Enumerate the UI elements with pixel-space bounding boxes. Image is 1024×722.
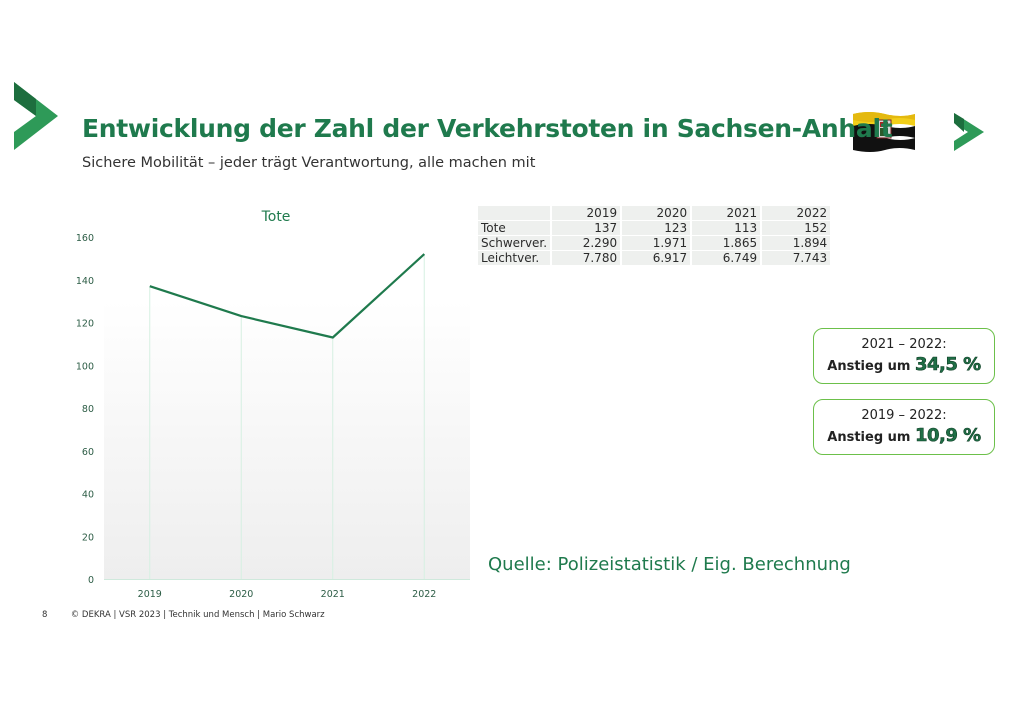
table-row: Tote 137 123 113 152 [478, 221, 831, 235]
table-cell: 1.865 [692, 236, 761, 250]
row-label: Tote [478, 221, 551, 235]
x-axis: 2019 2020 2021 2022 [138, 589, 437, 600]
x-tick-label: 2020 [229, 589, 253, 600]
y-tick-label: 140 [76, 276, 94, 287]
table-cell: 1.971 [622, 236, 691, 250]
increase-card-2021-2022: 2021 – 2022: Anstieg um 34,5 % [813, 328, 995, 384]
table-header-row: 2019 2020 2021 2022 [478, 206, 831, 220]
series-line-tote [149, 253, 426, 339]
table-cell: 6.749 [692, 251, 761, 265]
card-percentage: 10,9 % [915, 425, 982, 447]
dekra-logo-icon [14, 82, 58, 150]
y-tick-label: 60 [82, 447, 94, 458]
table-cell: 7.780 [552, 251, 621, 265]
y-tick-label: 40 [82, 490, 94, 501]
x-tick-label: 2021 [321, 589, 345, 600]
footer: 8 © DEKRA | VSR 2023 | Technik und Mensc… [42, 610, 325, 620]
data-table: 2019 2020 2021 2022 Tote 137 123 113 152… [476, 205, 832, 266]
x-tick-label: 2019 [138, 589, 162, 600]
y-tick-label: 20 [82, 532, 94, 543]
y-tick-label: 0 [88, 575, 94, 586]
card-percentage: 34,5 % [915, 354, 982, 376]
gridlines [149, 254, 425, 579]
card-text: Anstieg um [827, 359, 911, 374]
card-text: Anstieg um [827, 430, 911, 445]
table-cell: 1.894 [762, 236, 831, 250]
chart-title: Tote [261, 209, 291, 225]
y-tick-label: 100 [76, 361, 94, 372]
table-cell: 7.743 [762, 251, 831, 265]
increase-card-2019-2022: 2019 – 2022: Anstieg um 10,9 % [813, 399, 995, 455]
sachsen-anhalt-flag-icon [853, 112, 915, 152]
table-cell: 137 [552, 221, 621, 235]
table-cell: 152 [762, 221, 831, 235]
table-header-cell: 2020 [622, 206, 691, 220]
table-row: Leichtver. 7.780 6.917 6.749 7.743 [478, 251, 831, 265]
source-note: Quelle: Polizeistatistik / Eig. Berechnu… [488, 554, 851, 575]
card-period: 2021 – 2022: [861, 337, 947, 352]
row-label: Leichtver. [478, 251, 551, 265]
table-header-cell: 2022 [762, 206, 831, 220]
y-tick-label: 160 [76, 233, 94, 244]
card-period: 2019 – 2022: [861, 408, 947, 423]
y-tick-label: 80 [82, 404, 94, 415]
table-cell: 123 [622, 221, 691, 235]
table-cell: 113 [692, 221, 761, 235]
plot-area-background [104, 300, 470, 580]
table-corner-cell [478, 206, 551, 220]
page-number: 8 [42, 610, 48, 620]
footer-text: © DEKRA | VSR 2023 | Technik und Mensch … [70, 610, 325, 620]
y-tick-label: 120 [76, 319, 94, 330]
table-header-cell: 2019 [552, 206, 621, 220]
dekra-small-logo-icon [954, 113, 984, 151]
page-title: Entwicklung der Zahl der Verkehrstoten i… [82, 114, 893, 143]
table-cell: 6.917 [622, 251, 691, 265]
card-text-line: Anstieg um 34,5 % [814, 354, 994, 376]
table-row: Schwerver. 2.290 1.971 1.865 1.894 [478, 236, 831, 250]
x-tick-label: 2022 [412, 589, 436, 600]
card-text-line: Anstieg um 10,9 % [814, 425, 994, 447]
y-axis: 0 20 40 60 80 100 120 140 160 [76, 233, 94, 586]
page-subtitle: Sichere Mobilität – jeder trägt Verantwo… [82, 155, 536, 171]
table-header-cell: 2021 [692, 206, 761, 220]
row-label: Schwerver. [478, 236, 551, 250]
table-cell: 2.290 [552, 236, 621, 250]
